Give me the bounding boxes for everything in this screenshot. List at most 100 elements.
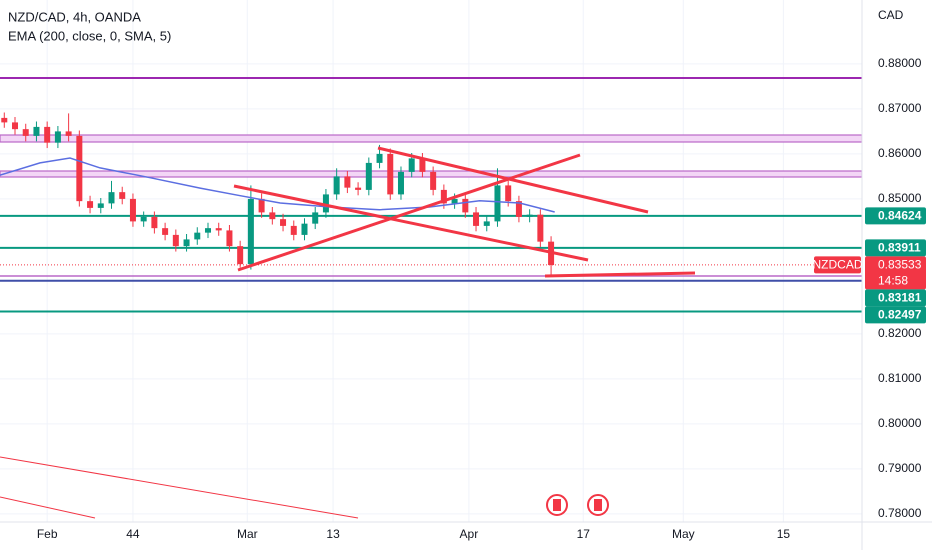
trend-line xyxy=(377,146,649,214)
candle-body xyxy=(87,201,94,208)
candle-body xyxy=(22,129,29,136)
candle-body xyxy=(194,232,201,240)
candle-body xyxy=(226,230,233,247)
trend-line xyxy=(544,271,696,278)
grid xyxy=(0,0,862,522)
candle-body xyxy=(215,228,222,231)
candle-body xyxy=(290,225,297,235)
chart-title: NZD/CAD, 4h, OANDA xyxy=(8,9,141,24)
y-tick-label: 0.87000 xyxy=(878,101,922,115)
x-tick-label: 13 xyxy=(326,527,340,541)
marks xyxy=(0,112,555,276)
x-tick-label: Feb xyxy=(37,527,58,541)
x-tick-label: 15 xyxy=(777,527,791,541)
y-tick-label: 0.79000 xyxy=(878,461,922,475)
y-tick-label: 0.81000 xyxy=(878,371,922,385)
y-tick-label: 0.88000 xyxy=(878,56,922,70)
candle-body xyxy=(183,239,190,247)
time-axis xyxy=(0,522,932,550)
candle-body xyxy=(54,131,61,143)
candle-body xyxy=(408,158,415,172)
candle-body xyxy=(140,216,147,222)
y-tick-label: 0.78000 xyxy=(878,506,922,520)
candle-body xyxy=(537,214,544,242)
candle-body xyxy=(451,198,458,204)
candle-body xyxy=(76,135,83,202)
candle-body xyxy=(376,153,383,163)
candle-body xyxy=(151,216,158,229)
last-price-label: 0.83533 xyxy=(878,258,922,272)
candle-body xyxy=(204,228,211,233)
candle-body xyxy=(33,126,40,136)
x-tick-label: Apr xyxy=(460,527,479,541)
event-icon[interactable] xyxy=(587,494,609,516)
level-label: 0.83181 xyxy=(878,291,922,305)
symbol-label-box xyxy=(814,256,861,274)
candle-body xyxy=(312,212,319,224)
candle-body xyxy=(172,234,179,247)
y-tick-label: 0.82000 xyxy=(878,326,922,340)
candle-body xyxy=(12,122,19,130)
level-label: 0.84624 xyxy=(878,208,922,222)
pattern-lines xyxy=(233,146,696,278)
candle-body xyxy=(258,198,265,213)
trend-line xyxy=(0,456,359,519)
zone xyxy=(0,134,863,143)
candle-body xyxy=(473,212,480,226)
candle-body xyxy=(333,176,340,195)
indicator-label: EMA (200, close, 0, SMA, 5) xyxy=(8,28,171,43)
candle-body xyxy=(462,198,469,213)
candle-body xyxy=(322,194,329,213)
candle-body xyxy=(119,192,126,199)
candle-body xyxy=(505,185,512,202)
candle-body xyxy=(430,171,437,190)
candle-body xyxy=(419,158,426,172)
level-label-box xyxy=(865,207,926,225)
candle-body xyxy=(247,198,254,265)
currency-label: CAD xyxy=(878,8,904,22)
level-label-box xyxy=(865,306,926,324)
candle-body xyxy=(526,214,533,217)
candle-body xyxy=(483,221,490,226)
candle-body xyxy=(269,212,276,220)
candle-body xyxy=(129,198,136,222)
symbol-label: NZDCAD xyxy=(813,258,863,272)
candle-body xyxy=(65,131,72,136)
y-tick-label: 0.86000 xyxy=(878,146,922,160)
trend-line xyxy=(0,496,96,519)
candle-body xyxy=(397,171,404,195)
level-label-box xyxy=(865,289,926,307)
y-tick-label: 0.80000 xyxy=(878,416,922,430)
x-tick-label: Mar xyxy=(237,527,258,541)
candle-body xyxy=(355,187,362,190)
level-label-box xyxy=(865,239,926,257)
candle-body xyxy=(387,153,394,195)
levels xyxy=(0,214,862,313)
candle-body xyxy=(494,185,501,222)
candle-body xyxy=(344,176,351,188)
ema-line xyxy=(0,157,555,213)
candle-body xyxy=(108,192,115,204)
level-label: 0.82497 xyxy=(878,308,922,322)
labels: 0.88000 0.87000 0.86000 0.85000 0.82000 0.810… xyxy=(37,56,926,541)
candle-body xyxy=(440,189,447,204)
candle-body xyxy=(97,203,104,208)
candle-body xyxy=(162,228,169,235)
candle-body xyxy=(1,117,8,123)
x-tick-label: 17 xyxy=(577,527,591,541)
event-icon[interactable] xyxy=(546,494,568,516)
y-tick-label: 0.85000 xyxy=(878,191,922,205)
countdown-label: 14:58 xyxy=(878,274,908,288)
candle-body xyxy=(301,223,308,235)
candle-body xyxy=(515,201,522,217)
trend-line xyxy=(237,153,581,272)
candle-body xyxy=(44,126,51,143)
candle-body xyxy=(237,246,244,265)
level-label: 0.83911 xyxy=(878,241,921,255)
candle-body xyxy=(280,219,287,226)
x-tick-label: May xyxy=(672,527,695,541)
candle-body xyxy=(365,162,372,190)
trend-line xyxy=(233,184,589,262)
